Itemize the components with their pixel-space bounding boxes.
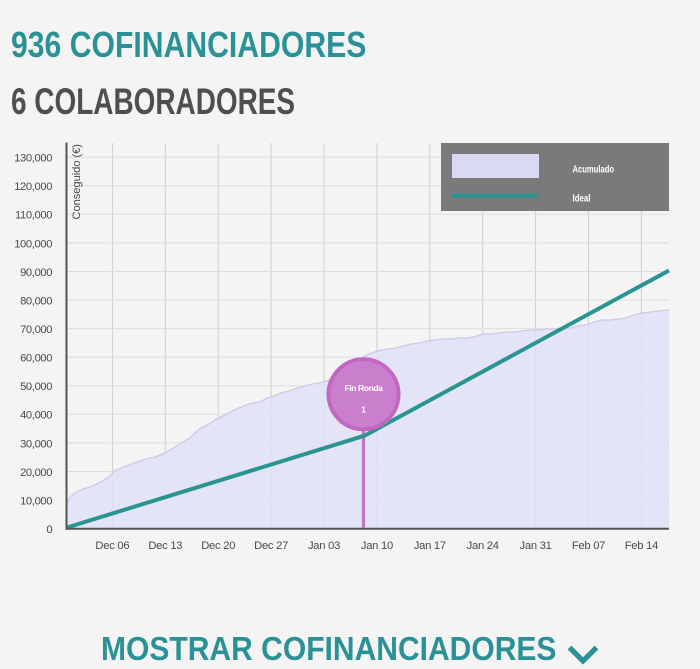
svg-text:Acumulado: Acumulado: [573, 163, 615, 175]
svg-text:60,000: 60,000: [20, 353, 52, 365]
svg-text:130,000: 130,000: [14, 153, 52, 165]
svg-text:Dec 20: Dec 20: [201, 540, 235, 552]
svg-text:50,000: 50,000: [20, 381, 52, 393]
svg-text:40,000: 40,000: [20, 410, 52, 422]
svg-text:Jan 17: Jan 17: [414, 540, 446, 552]
svg-text:0: 0: [46, 524, 52, 536]
svg-text:120,000: 120,000: [14, 181, 52, 193]
svg-text:Feb 07: Feb 07: [572, 540, 605, 552]
svg-text:Jan 24: Jan 24: [467, 540, 499, 552]
svg-text:Conseguido (€): Conseguido (€): [71, 144, 83, 220]
svg-text:Ideal: Ideal: [573, 193, 591, 205]
svg-text:30,000: 30,000: [20, 438, 52, 450]
svg-text:10,000: 10,000: [20, 495, 52, 507]
svg-text:Jan 03: Jan 03: [308, 540, 340, 552]
svg-text:70,000: 70,000: [20, 324, 52, 336]
svg-text:Dec 06: Dec 06: [95, 540, 129, 552]
svg-text:Dec 13: Dec 13: [148, 540, 182, 552]
svg-text:100,000: 100,000: [14, 238, 52, 250]
svg-text:90,000: 90,000: [20, 267, 52, 279]
svg-text:Dec 27: Dec 27: [254, 540, 288, 552]
svg-text:Feb 14: Feb 14: [625, 540, 658, 552]
svg-text:Fin Ronda: Fin Ronda: [345, 383, 384, 393]
svg-text:Jan 31: Jan 31: [520, 540, 552, 552]
svg-text:20,000: 20,000: [20, 467, 52, 479]
svg-text:1: 1: [361, 405, 366, 415]
svg-text:Jan 10: Jan 10: [361, 540, 393, 552]
svg-text:110,000: 110,000: [15, 210, 52, 222]
svg-text:80,000: 80,000: [20, 295, 52, 307]
